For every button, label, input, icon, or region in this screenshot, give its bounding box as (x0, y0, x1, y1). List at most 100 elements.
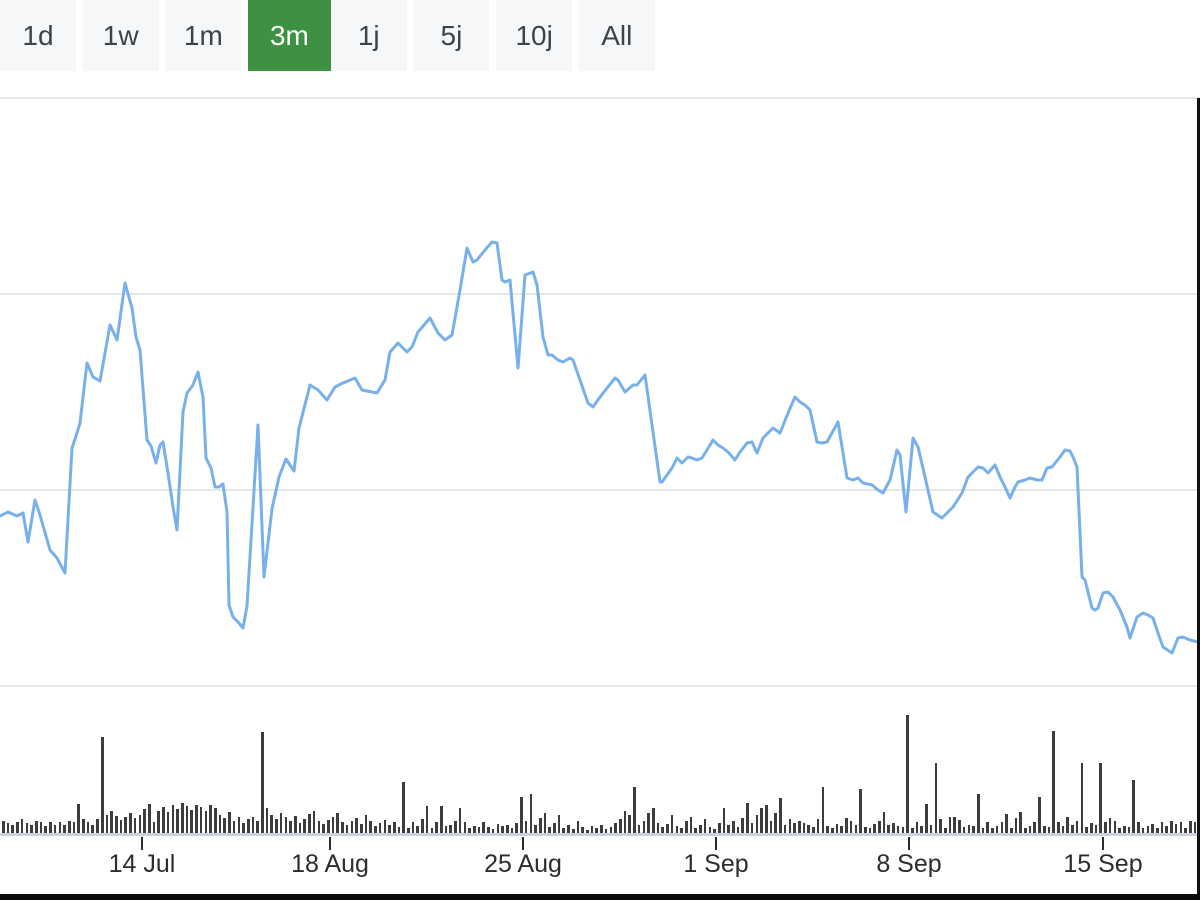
volume-bar (39, 822, 43, 833)
volume-bar (896, 826, 900, 833)
volume-bar (524, 821, 528, 833)
x-axis-tick (329, 837, 331, 850)
volume-bar (807, 825, 810, 833)
volume-bar (722, 808, 726, 833)
volume-bar (1052, 731, 1055, 833)
volume-bar (915, 822, 919, 833)
volume-bar (336, 813, 339, 833)
x-axis-tick (908, 837, 910, 850)
volume-bar (2, 821, 5, 833)
volume-bar (1042, 826, 1046, 833)
volume-bar (496, 824, 500, 833)
volume-bar (651, 808, 655, 833)
volume-bar (515, 823, 518, 833)
volume-bar (741, 818, 745, 833)
volume-bar (619, 819, 622, 833)
range-button-1j[interactable]: 1j (330, 0, 407, 71)
volume-bar (25, 823, 29, 833)
volume-bar (995, 826, 999, 833)
volume-bar (1005, 814, 1008, 833)
range-button-10j[interactable]: 10j (496, 0, 573, 71)
volume-bar (868, 828, 872, 833)
volume-bar (279, 813, 283, 833)
volume-bar (892, 823, 895, 833)
volume-bar (265, 808, 269, 833)
volume-bar (1094, 825, 1098, 833)
volume-bar (152, 822, 156, 833)
volume-bar (1174, 824, 1178, 833)
volume-bar (538, 818, 542, 833)
volume-bar (397, 827, 401, 833)
volume-bar (887, 825, 891, 833)
chart-right-border (1197, 98, 1200, 894)
volume-bar (958, 820, 961, 833)
volume-bar (548, 827, 551, 833)
volume-bar (1075, 821, 1079, 833)
volume-bar (760, 808, 763, 833)
range-button-1d[interactable]: 1d (0, 0, 76, 71)
volume-bar (171, 805, 175, 833)
volume-bar (246, 819, 250, 833)
volume-bar (666, 824, 669, 833)
range-button-3m[interactable]: 3m (248, 0, 331, 71)
volume-bar (256, 821, 259, 833)
volume-bar (553, 823, 556, 833)
volume-bar (557, 815, 561, 833)
volume-bar (934, 763, 938, 833)
volume-bar (72, 822, 76, 833)
volume-bar (1170, 821, 1173, 833)
volume-bar (425, 806, 429, 833)
volume-bar (797, 821, 801, 833)
volume-bar (482, 822, 485, 833)
volume-bar (416, 826, 420, 833)
volume-bar (407, 828, 410, 833)
volume-bar (82, 819, 85, 833)
volume-bar (468, 828, 471, 833)
volume-bar (835, 824, 839, 833)
volume-bar (430, 828, 434, 833)
x-axis-tick-label: 15 Sep (1063, 850, 1143, 878)
volume-bar (1165, 826, 1168, 833)
volume-bar (628, 815, 632, 833)
x-axis-tick (715, 837, 717, 850)
volume-bar (816, 819, 820, 833)
volume-bar (166, 812, 170, 833)
range-button-all[interactable]: All (578, 0, 655, 71)
volume-bar (633, 787, 636, 833)
volume-bar (294, 816, 297, 833)
volume-bar (1028, 826, 1032, 833)
volume-bar (58, 822, 62, 833)
volume-bar (675, 826, 679, 833)
volume-bar (981, 828, 985, 833)
range-button-1w[interactable]: 1w (82, 0, 159, 71)
volume-bar (774, 813, 778, 833)
volume-bar (609, 827, 613, 833)
x-axis-tick (522, 837, 524, 850)
volume-bar (308, 814, 311, 833)
plot-area[interactable] (0, 98, 1197, 833)
volume-bar (1085, 827, 1088, 833)
volume-bar (473, 826, 476, 833)
volume-bar (369, 821, 372, 833)
range-button-1m[interactable]: 1m (165, 0, 242, 71)
volume-bar (440, 806, 443, 833)
volume-bar (882, 812, 886, 833)
volume-bar (1184, 828, 1187, 833)
volume-bar (802, 823, 806, 833)
volume-bar (614, 823, 617, 833)
volume-bar (637, 825, 641, 833)
volume-bar (1146, 826, 1150, 833)
volume-bar (684, 821, 688, 833)
volume-bar (520, 797, 523, 833)
volume-bar (708, 827, 712, 833)
x-axis-tick-label: 8 Sep (876, 850, 942, 878)
volume-bar (1038, 797, 1041, 833)
volume-bar (275, 819, 278, 833)
range-button-5j[interactable]: 5j (413, 0, 490, 71)
volume-bar (529, 794, 533, 833)
volume-bar (458, 808, 462, 833)
volume-bar (1009, 828, 1013, 833)
volume-bar (411, 822, 415, 833)
volume-bar (826, 826, 829, 833)
volume-bar (595, 828, 599, 833)
